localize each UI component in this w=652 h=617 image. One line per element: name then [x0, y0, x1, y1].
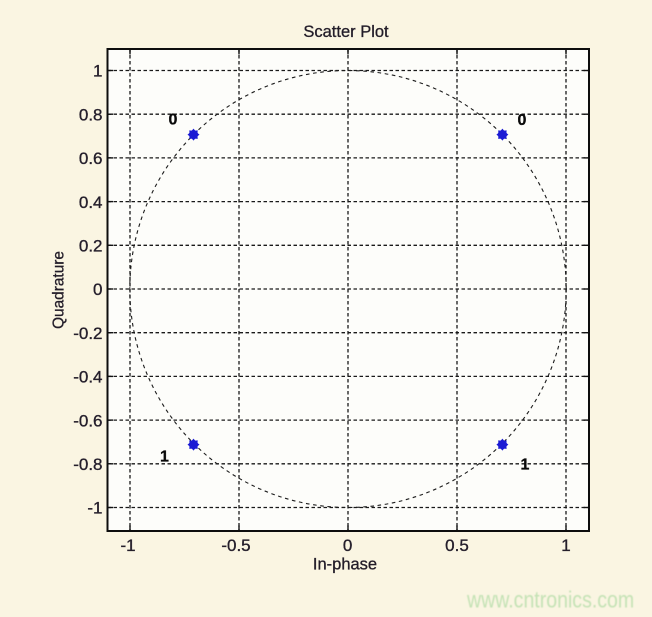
svg-text:Scatter Plot: Scatter Plot — [303, 23, 389, 41]
svg-text:-0.8: -0.8 — [73, 455, 102, 474]
svg-text:0.2: 0.2 — [79, 237, 103, 256]
svg-text:0: 0 — [93, 280, 102, 299]
svg-text:www.cntronics.com: www.cntronics.com — [466, 587, 634, 613]
svg-text:-0.5: -0.5 — [221, 536, 250, 555]
svg-text:1: 1 — [521, 457, 530, 474]
svg-text:In-phase: In-phase — [313, 556, 377, 574]
svg-text:-1: -1 — [120, 536, 135, 555]
svg-text:0.4: 0.4 — [79, 193, 103, 212]
svg-text:1: 1 — [561, 536, 570, 555]
svg-text:-1: -1 — [87, 499, 102, 518]
svg-text:0.8: 0.8 — [79, 105, 103, 124]
svg-text:0.6: 0.6 — [79, 149, 103, 168]
svg-text:0: 0 — [343, 536, 352, 555]
svg-text:Quadrature: Quadrature — [51, 251, 68, 329]
svg-text:1: 1 — [93, 62, 102, 81]
svg-text:-0.4: -0.4 — [73, 368, 102, 387]
svg-text:1: 1 — [160, 448, 169, 465]
svg-text:0: 0 — [169, 111, 178, 128]
svg-text:0.5: 0.5 — [445, 536, 469, 555]
svg-text:0: 0 — [518, 112, 527, 129]
svg-text:-0.2: -0.2 — [73, 324, 102, 343]
svg-text:-0.6: -0.6 — [73, 411, 102, 430]
